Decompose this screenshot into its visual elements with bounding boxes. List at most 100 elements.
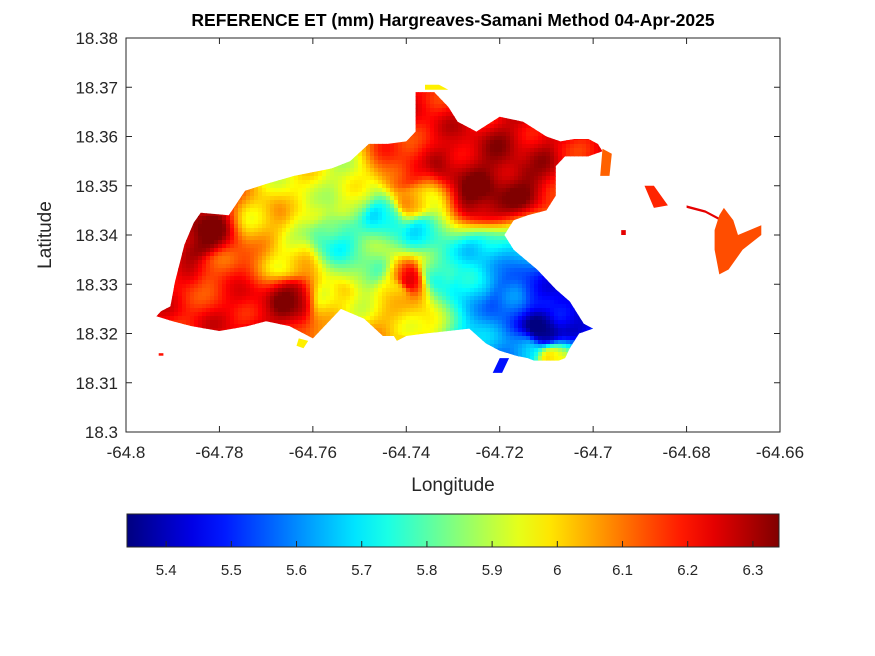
field-cell <box>314 232 319 237</box>
field-cell <box>378 160 383 165</box>
field-cell <box>502 236 507 241</box>
field-cell <box>254 204 259 209</box>
field-cell <box>358 176 363 181</box>
field-cell <box>218 240 223 245</box>
field-cell <box>534 184 539 189</box>
field-cell <box>366 200 371 205</box>
field-cell <box>394 156 399 161</box>
field-cell <box>454 248 459 253</box>
field-cell <box>338 224 343 229</box>
field-cell <box>486 180 491 185</box>
field-cell <box>330 244 335 249</box>
field-cell <box>494 148 499 153</box>
field-cell <box>590 152 595 157</box>
field-cell <box>462 200 467 205</box>
field-cell <box>514 180 519 185</box>
field-cell <box>478 192 483 197</box>
field-cell <box>454 212 459 217</box>
field-cell <box>310 184 315 189</box>
field-cell <box>354 180 359 185</box>
field-cell <box>442 188 447 193</box>
field-cell <box>406 212 411 217</box>
field-cell <box>510 148 515 153</box>
field-cell <box>326 172 331 177</box>
field-cell <box>430 244 435 249</box>
field-cell <box>478 212 483 217</box>
field-cell <box>198 256 203 261</box>
field-cell <box>222 252 227 257</box>
field-cell <box>514 144 519 149</box>
field-cell <box>474 160 479 165</box>
field-cell <box>494 184 499 189</box>
field-cell <box>366 164 371 169</box>
field-cell <box>566 148 571 153</box>
field-cell <box>266 224 271 229</box>
field-cell <box>230 240 235 245</box>
field-cell <box>470 224 475 229</box>
field-cell <box>438 248 443 253</box>
field-cell <box>346 224 351 229</box>
field-cell <box>190 244 195 249</box>
field-cell <box>338 180 343 185</box>
field-cell <box>382 188 387 193</box>
field-cell <box>422 176 427 181</box>
field-cell <box>414 164 419 169</box>
field-cell <box>270 204 275 209</box>
field-cell <box>442 120 447 125</box>
field-cell <box>550 196 555 201</box>
field-cell <box>446 244 451 249</box>
field-cell <box>350 168 355 173</box>
field-cell <box>434 208 439 213</box>
field-cell <box>466 180 471 185</box>
field-cell <box>514 192 519 197</box>
field-cell <box>366 168 371 173</box>
field-cell <box>218 220 223 225</box>
field-cell <box>234 244 239 249</box>
field-cell <box>530 168 535 173</box>
field-cell <box>354 220 359 225</box>
field-cell <box>270 208 275 213</box>
field-cell <box>374 156 379 161</box>
field-cell <box>306 228 311 233</box>
field-cell <box>334 180 339 185</box>
field-cell <box>542 180 547 185</box>
field-cell <box>454 148 459 153</box>
field-cell <box>218 244 223 249</box>
field-cell <box>450 236 455 241</box>
field-cell <box>214 244 219 249</box>
field-cell <box>482 156 487 161</box>
field-cell <box>374 196 379 201</box>
field-cell <box>306 184 311 189</box>
field-cell <box>478 172 483 177</box>
field-cell <box>506 212 511 217</box>
field-cell <box>314 184 319 189</box>
field-cell <box>510 176 515 181</box>
field-cell <box>410 220 415 225</box>
field-cell <box>502 136 507 141</box>
field-cell <box>434 204 439 209</box>
field-cell <box>370 196 375 201</box>
field-cell <box>474 184 479 189</box>
field-cell <box>386 248 391 253</box>
field-cell <box>198 236 203 241</box>
field-cell <box>262 184 267 189</box>
field-cell <box>250 212 255 217</box>
field-cell <box>206 224 211 229</box>
field-cell <box>342 180 347 185</box>
field-cell <box>442 240 447 245</box>
field-cell <box>406 160 411 165</box>
field-cell <box>506 148 511 153</box>
field-cell <box>518 188 523 193</box>
field-cell <box>298 252 303 257</box>
field-cell <box>418 220 423 225</box>
field-cell <box>274 228 279 233</box>
field-cell <box>506 192 511 197</box>
field-cell <box>266 248 271 253</box>
field-cell <box>274 244 279 249</box>
field-cell <box>490 180 495 185</box>
field-cell <box>378 232 383 237</box>
field-cell <box>534 208 539 213</box>
field-cell <box>274 184 279 189</box>
field-cell <box>418 208 423 213</box>
field-cell <box>282 188 287 193</box>
